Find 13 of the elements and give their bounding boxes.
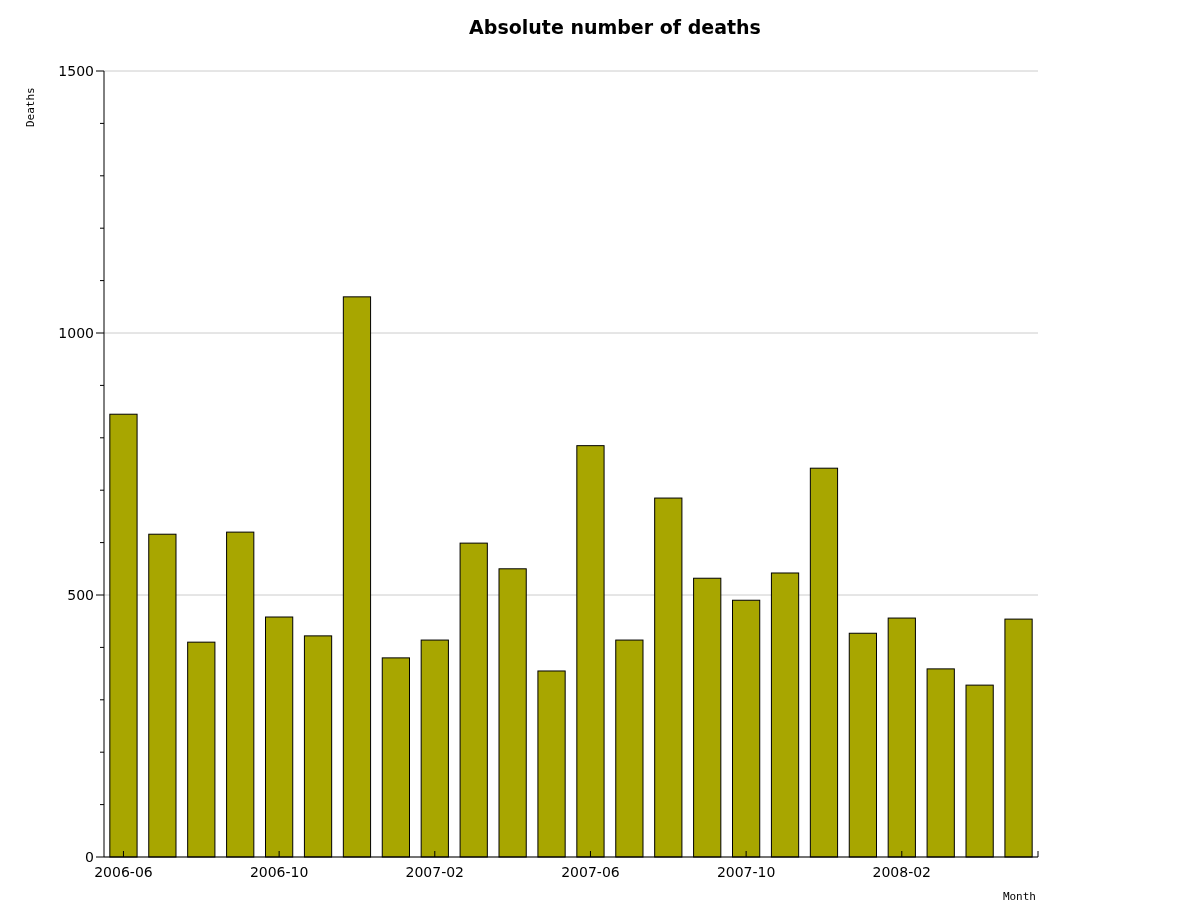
y-tick-label: 0 (85, 849, 94, 865)
x-tick-label: 2008-02 (872, 864, 932, 880)
x-tick-label: 2007-02 (405, 864, 465, 880)
y-tick-label: 1000 (58, 325, 94, 341)
chart-title: Absolute number of deaths (469, 16, 761, 38)
y-tick-label: 1500 (58, 63, 94, 79)
x-tick-label: 2007-06 (561, 864, 620, 880)
x-tick-label: 2007-10 (716, 864, 776, 880)
x-tick-label: 2006-10 (249, 864, 309, 880)
x-axis-title: Month (1002, 890, 1036, 903)
y-tick-label: 500 (67, 587, 94, 603)
y-axis-title: Deaths (24, 87, 37, 127)
x-tick-label: 2006-06 (94, 864, 153, 880)
